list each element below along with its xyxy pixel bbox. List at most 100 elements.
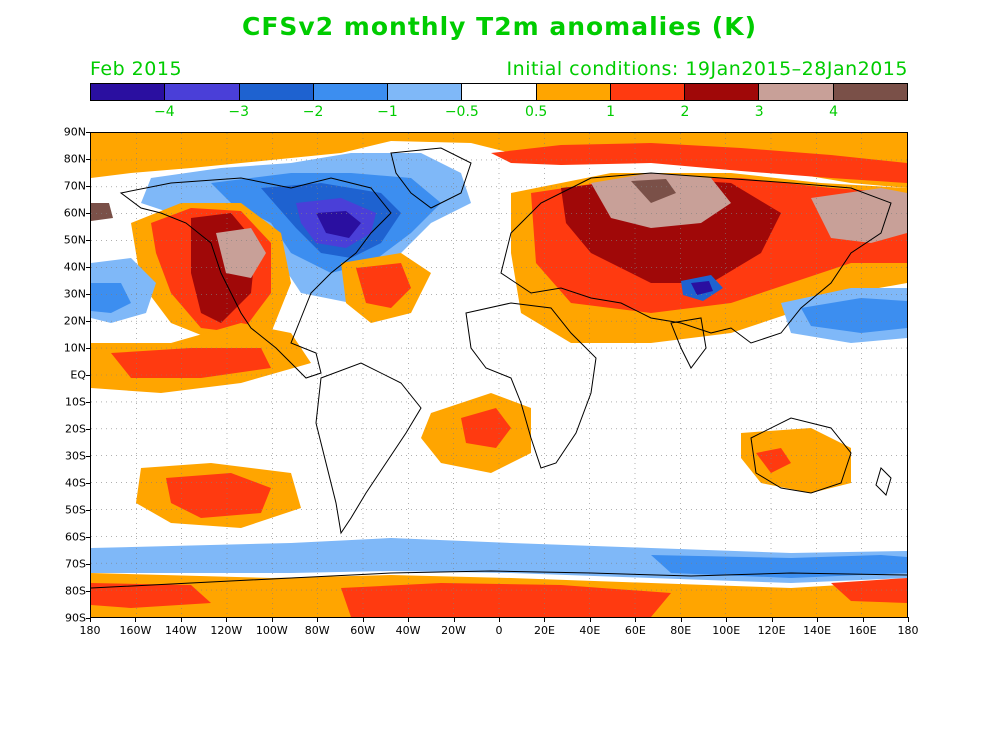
- anomaly-region-strong-cold: [316, 211, 361, 238]
- longitude-tick: [90, 617, 91, 622]
- coastline-eurasia: [500, 172, 892, 344]
- longitude-label: 40W: [395, 624, 421, 637]
- latitude-label: 80S: [65, 584, 86, 598]
- longitude-tick: [499, 617, 500, 622]
- longitude-tick: [453, 617, 455, 622]
- color-scale-label: 0.5: [525, 104, 548, 120]
- latitude-tick: [86, 375, 91, 376]
- color-scale-segment: [536, 84, 611, 100]
- longitude-tick: [908, 617, 909, 622]
- anomaly-region-strong-warm: [111, 348, 271, 378]
- anomaly-region-extreme-warm: [216, 228, 266, 278]
- longitude-label: 120E: [757, 624, 786, 637]
- coastline-north-america: [119, 177, 392, 379]
- latitude-tick: [86, 483, 91, 484]
- longitude-tick: [135, 617, 137, 622]
- color-scale-label: −3: [228, 104, 250, 120]
- longitude-label: 80E: [670, 624, 692, 637]
- color-scale-segment: [313, 84, 389, 100]
- latitude-tick: [86, 564, 91, 565]
- longitude-tick: [226, 617, 228, 622]
- latitude-tick: [86, 510, 91, 511]
- latitude-label: 60S: [65, 530, 86, 544]
- latitude-tick: [86, 402, 91, 403]
- latitude-label: EQ: [70, 368, 86, 382]
- latitude-tick: [86, 456, 91, 457]
- anomaly-region-strong-warm: [341, 583, 671, 617]
- anomaly-region-cold: [651, 555, 907, 578]
- color-scale-label: 2: [680, 104, 690, 120]
- color-scale-segment: [610, 84, 686, 100]
- latitude-label: 40N: [63, 260, 86, 274]
- color-scale-label: 1: [606, 104, 615, 120]
- color-scale-label: 4: [829, 104, 839, 120]
- longitude-label: 140W: [164, 624, 197, 637]
- latitude-label: 80N: [63, 152, 86, 166]
- latitude-tick: [86, 537, 91, 538]
- coastline-south-america: [315, 362, 422, 535]
- longitude-label: 100E: [712, 624, 741, 637]
- color-scale-label: 3: [754, 104, 764, 120]
- latitude-tick: [86, 213, 91, 214]
- color-scale-segment: [759, 84, 834, 100]
- latitude-tick: [86, 348, 91, 349]
- coastline-india: [670, 317, 707, 369]
- latitude-tick: [86, 267, 91, 268]
- longitude-label: 80W: [304, 624, 330, 637]
- latitude-label: 60N: [63, 206, 86, 220]
- color-scale-segment: [165, 84, 240, 100]
- color-scale-segment: [462, 84, 537, 100]
- longitude-tick: [362, 617, 364, 622]
- anomaly-map-svg: [91, 133, 907, 617]
- longitude-label: 160W: [119, 624, 152, 637]
- anomaly-region-strong-warm: [756, 448, 791, 473]
- coastline-antarctica: [91, 570, 907, 589]
- latitude-label: 10S: [65, 395, 86, 409]
- anomaly-region-strong-warm: [166, 473, 271, 518]
- longitude-tick: [726, 617, 728, 622]
- color-scale-segment: [685, 84, 760, 100]
- color-scale-label: −1: [377, 104, 398, 120]
- initial-conditions: Initial conditions: 19Jan2015–28Jan2015: [506, 58, 908, 80]
- latitude-tick: [86, 618, 91, 619]
- anomaly-region-strong-warm: [356, 263, 411, 308]
- latitude-label: 10N: [63, 341, 86, 355]
- latitude-tick: [86, 429, 91, 430]
- longitude-label: 140E: [803, 624, 832, 637]
- map-title: CFSv2 monthly T2m anomalies (K): [241, 12, 758, 41]
- longitude-tick: [408, 617, 410, 622]
- anomaly-region-strong-cold: [691, 281, 713, 295]
- coastline-greenland: [390, 147, 472, 209]
- latitude-tick: [86, 294, 91, 295]
- latitude-label: 90N: [63, 125, 86, 139]
- longitude-tick: [317, 617, 319, 622]
- anomaly-region-strong-warm: [491, 143, 907, 183]
- anomaly-region-cold: [801, 298, 907, 333]
- longitude-tick: [862, 617, 864, 622]
- latitude-tick: [86, 159, 91, 160]
- color-scale-label: −2: [302, 104, 324, 120]
- anomaly-region-strong-warm: [91, 583, 211, 608]
- anomaly-region-extreme-warm: [811, 188, 907, 243]
- coastline-africa: [465, 302, 597, 469]
- latitude-tick: [86, 321, 91, 322]
- longitude-label: 40E: [579, 624, 601, 637]
- longitude-label: 160E: [848, 624, 877, 637]
- longitude-tick: [771, 617, 773, 622]
- longitude-label: 0: [495, 624, 503, 637]
- longitude-tick: [544, 617, 546, 622]
- longitude-label: 60E: [624, 624, 646, 637]
- anomaly-map: [90, 132, 908, 618]
- color-scale-label: −4: [154, 104, 175, 120]
- longitude-tick: [180, 617, 182, 622]
- longitude-label: 100W: [255, 624, 288, 637]
- latitude-label: 20S: [65, 422, 86, 436]
- latitude-label: 70N: [63, 179, 86, 193]
- color-scale-label: −0.5: [444, 104, 479, 120]
- latitude-tick: [86, 186, 91, 187]
- anomaly-region-max-warm: [631, 179, 676, 203]
- longitude-label: 20W: [441, 624, 466, 637]
- longitude-tick: [635, 617, 637, 622]
- latitude-label: 30S: [65, 449, 86, 463]
- longitude-label: 180: [79, 624, 101, 637]
